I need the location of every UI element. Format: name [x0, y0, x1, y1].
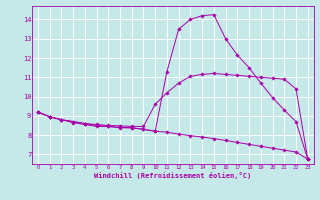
- X-axis label: Windchill (Refroidissement éolien,°C): Windchill (Refroidissement éolien,°C): [94, 172, 252, 179]
